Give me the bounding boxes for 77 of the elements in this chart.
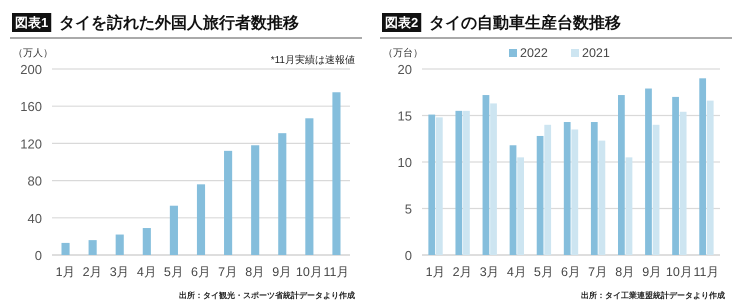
chart-title: タイの自動車生産台数推移 xyxy=(429,13,622,32)
x-tick-label: 10月 xyxy=(296,265,323,279)
x-tick-label: 6月 xyxy=(191,265,211,279)
x-tick-label: 9月 xyxy=(642,265,662,279)
bar xyxy=(645,88,652,255)
y-tick-label: 200 xyxy=(20,62,42,77)
bar xyxy=(436,117,443,255)
x-tick-label: 11月 xyxy=(323,265,350,279)
x-tick-label: 8月 xyxy=(245,265,266,279)
x-tick-label: 9月 xyxy=(272,265,292,279)
x-tick-label: 8月 xyxy=(615,265,636,279)
y-tick-label: 120 xyxy=(20,136,42,152)
legend-label: 2021 xyxy=(582,46,610,60)
x-tick-label: 2月 xyxy=(452,265,473,279)
bar xyxy=(672,96,679,255)
x-tick-label: 6月 xyxy=(561,265,581,279)
bar xyxy=(116,234,124,255)
bar xyxy=(517,157,524,255)
bar xyxy=(536,136,544,255)
bar xyxy=(278,133,286,255)
x-tick-label: 4月 xyxy=(506,265,527,279)
bar xyxy=(590,122,598,255)
bar xyxy=(170,206,178,255)
x-tick-label: 5月 xyxy=(534,265,554,279)
y-axis-title: （万人） xyxy=(13,48,53,59)
y-tick-label: 10 xyxy=(398,155,412,170)
bar xyxy=(564,122,571,255)
x-tick-label: 7月 xyxy=(588,265,608,279)
bar xyxy=(618,95,625,255)
x-tick-label: 3月 xyxy=(480,265,500,279)
bar xyxy=(428,114,436,255)
y-tick-label: 20 xyxy=(398,62,412,77)
bar xyxy=(706,100,714,255)
bar xyxy=(626,157,632,255)
bar xyxy=(196,184,206,255)
bar xyxy=(482,95,490,255)
x-tick-label: 11月 xyxy=(693,265,720,279)
bar xyxy=(680,112,687,255)
bar xyxy=(598,140,606,255)
bar xyxy=(224,150,232,255)
bar xyxy=(490,103,497,255)
bar xyxy=(544,124,552,255)
bar xyxy=(463,110,470,255)
text: *11月実績は速報値 xyxy=(270,54,355,66)
chart-title: タイを訪れた外国人旅行者数推移 xyxy=(59,14,300,32)
text: 出所：タイ工業連盟統計データより作成 xyxy=(581,291,725,300)
text: 図表2 xyxy=(385,15,418,30)
y-tick-label: 160 xyxy=(20,99,42,114)
bar xyxy=(510,145,516,255)
x-tick-label: 2月 xyxy=(82,265,103,279)
x-tick-label: 5月 xyxy=(164,265,184,279)
bar xyxy=(652,124,660,255)
x-tick-label: 4月 xyxy=(136,265,157,279)
bar xyxy=(305,118,314,255)
bar xyxy=(61,242,70,255)
bar xyxy=(88,240,97,255)
y-axis-title: （万台） xyxy=(383,47,423,59)
y-tick-label: 0 xyxy=(404,248,412,263)
text: 図表1 xyxy=(15,15,48,30)
text: 出所：タイ観光・スポーツ省統計データより作成 xyxy=(179,291,355,300)
y-tick-label: 15 xyxy=(398,108,412,124)
x-tick-label: 1月 xyxy=(426,265,446,279)
x-tick-label: 3月 xyxy=(110,265,130,279)
y-tick-label: 80 xyxy=(28,174,42,189)
bar xyxy=(142,228,151,255)
bar xyxy=(699,78,706,255)
x-tick-label: 1月 xyxy=(56,265,76,279)
x-tick-label: 7月 xyxy=(218,265,238,279)
legend-label: 2022 xyxy=(520,46,548,60)
y-tick-label: 0 xyxy=(34,248,42,263)
bar xyxy=(332,92,341,255)
y-tick-label: 40 xyxy=(28,210,42,226)
bar xyxy=(251,145,260,255)
y-tick-label: 5 xyxy=(404,202,412,216)
bar xyxy=(571,129,578,255)
x-tick-label: 10月 xyxy=(666,265,693,279)
bar xyxy=(455,110,462,255)
